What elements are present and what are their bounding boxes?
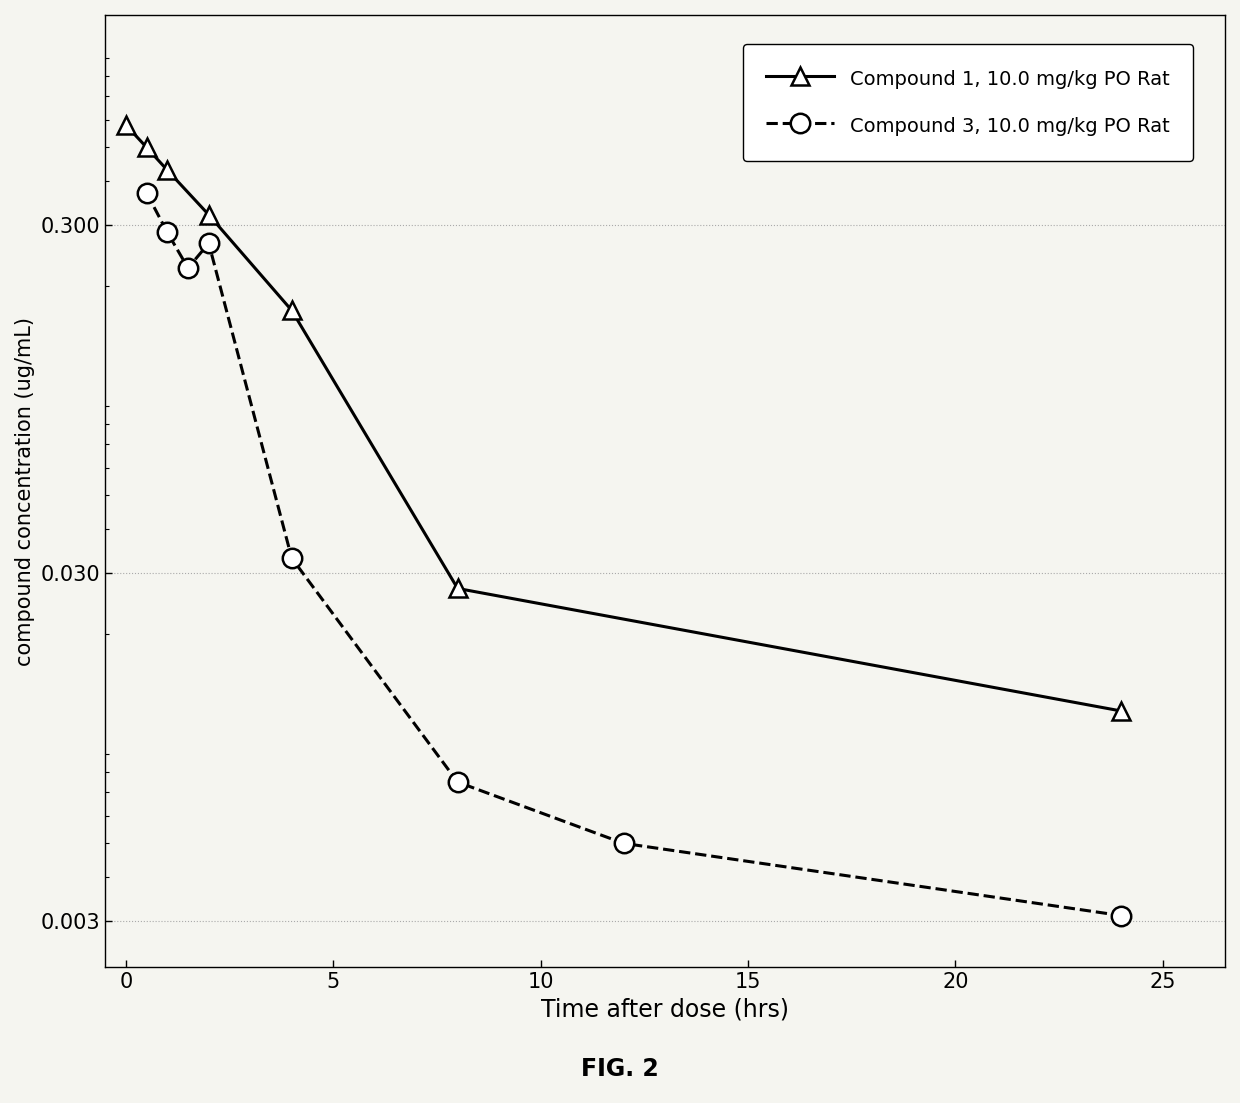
Compound 1, 10.0 mg/kg PO Rat bbox=[160, 163, 175, 176]
Line: Compound 3, 10.0 mg/kg PO Rat: Compound 3, 10.0 mg/kg PO Rat bbox=[136, 183, 1131, 925]
Compound 3, 10.0 mg/kg PO Rat bbox=[160, 226, 175, 239]
Y-axis label: compound concentration (ug/mL): compound concentration (ug/mL) bbox=[15, 317, 35, 666]
Compound 1, 10.0 mg/kg PO Rat bbox=[1114, 705, 1128, 718]
Legend: Compound 1, 10.0 mg/kg PO Rat, Compound 3, 10.0 mg/kg PO Rat: Compound 1, 10.0 mg/kg PO Rat, Compound … bbox=[743, 44, 1193, 161]
Compound 3, 10.0 mg/kg PO Rat bbox=[139, 186, 154, 200]
Compound 1, 10.0 mg/kg PO Rat bbox=[450, 581, 465, 595]
Compound 3, 10.0 mg/kg PO Rat bbox=[616, 837, 631, 850]
Compound 1, 10.0 mg/kg PO Rat bbox=[201, 208, 216, 222]
X-axis label: Time after dose (hrs): Time after dose (hrs) bbox=[541, 998, 789, 1021]
Compound 3, 10.0 mg/kg PO Rat bbox=[201, 237, 216, 250]
Compound 3, 10.0 mg/kg PO Rat bbox=[450, 775, 465, 789]
Line: Compound 1, 10.0 mg/kg PO Rat: Compound 1, 10.0 mg/kg PO Rat bbox=[117, 116, 1131, 720]
Compound 1, 10.0 mg/kg PO Rat bbox=[284, 303, 299, 317]
Compound 3, 10.0 mg/kg PO Rat bbox=[181, 261, 196, 275]
Text: FIG. 2: FIG. 2 bbox=[582, 1057, 658, 1081]
Compound 1, 10.0 mg/kg PO Rat bbox=[139, 141, 154, 154]
Compound 1, 10.0 mg/kg PO Rat bbox=[118, 118, 133, 131]
Compound 3, 10.0 mg/kg PO Rat bbox=[284, 552, 299, 565]
Compound 3, 10.0 mg/kg PO Rat bbox=[1114, 909, 1128, 922]
